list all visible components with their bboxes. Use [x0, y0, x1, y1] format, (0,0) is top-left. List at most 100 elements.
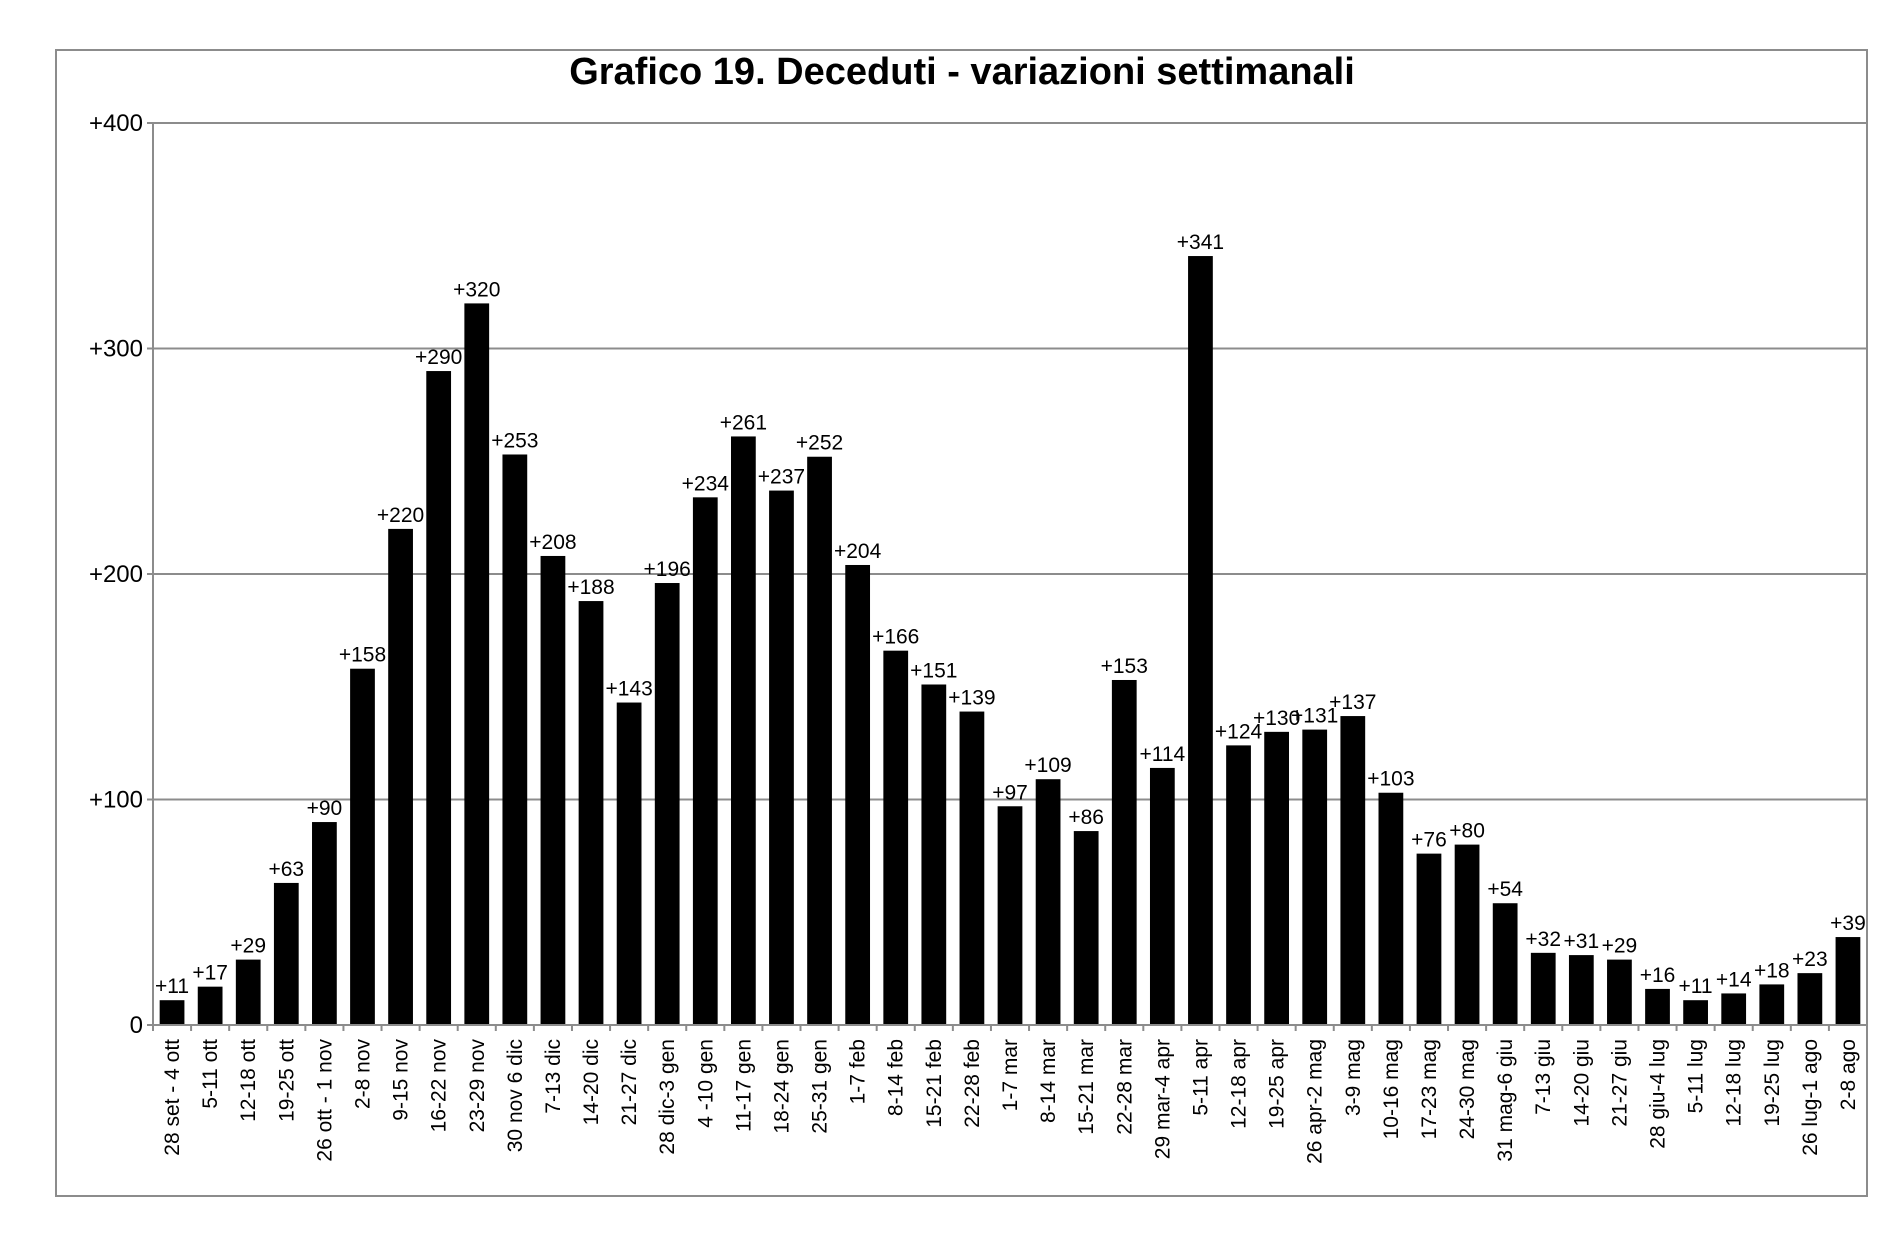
x-tick-label: 28 giu-4 lug: [1647, 1039, 1670, 1149]
bar: [464, 303, 490, 1025]
x-tick-label: 1-7 mar: [999, 1039, 1022, 1111]
data-label: +252: [796, 432, 843, 455]
bar: [1302, 729, 1328, 1025]
data-label: +208: [529, 531, 576, 554]
bar: [1530, 952, 1556, 1025]
bar: [235, 959, 261, 1025]
data-label: +137: [1329, 691, 1376, 714]
bar: [197, 986, 223, 1025]
data-label: +97: [992, 781, 1028, 804]
bar: [1683, 1000, 1708, 1025]
bar: [1264, 731, 1290, 1025]
data-label: +90: [307, 797, 343, 820]
x-tick-label: 28 dic-3 gen: [656, 1039, 679, 1155]
bar: [1378, 792, 1404, 1025]
bar: [1607, 959, 1632, 1025]
data-label: +158: [339, 644, 386, 667]
x-tick-label: 12-18 apr: [1228, 1039, 1251, 1129]
x-tick-label: 29 mar-4 apr: [1151, 1039, 1174, 1159]
data-label: +237: [758, 466, 805, 489]
bar: [692, 497, 718, 1026]
data-label: +196: [644, 558, 691, 581]
x-tick-label: 17-23 mag: [1418, 1039, 1441, 1139]
data-label: +124: [1215, 720, 1263, 743]
x-tick-label: 1-7 feb: [847, 1039, 870, 1104]
data-label: +220: [377, 504, 424, 527]
x-tick-label: 10-16 mag: [1380, 1039, 1403, 1139]
data-label: +11: [1679, 975, 1713, 998]
bar: [1797, 973, 1823, 1025]
x-tick-label: 21-27 giu: [1608, 1039, 1631, 1127]
x-tick-label: 19-25 apr: [1266, 1039, 1289, 1129]
x-tick-label: 23-29 nov: [466, 1039, 489, 1133]
bar: [616, 702, 642, 1025]
x-tick-label: 16-22 nov: [428, 1039, 451, 1133]
x-tick-label: 15-21 mar: [1075, 1039, 1098, 1135]
bar: [312, 822, 337, 1025]
data-label: +261: [720, 411, 767, 434]
data-label: +18: [1754, 959, 1790, 982]
x-tick-label: 26 ott - 1 nov: [313, 1039, 336, 1162]
data-label: +320: [453, 278, 500, 301]
x-tick-label: 3-9 mag: [1342, 1039, 1365, 1116]
data-label: +151: [910, 659, 957, 682]
bar: [1073, 831, 1099, 1025]
data-label: +166: [872, 626, 919, 649]
data-label: +139: [948, 687, 995, 710]
x-tick-label: 7-13 dic: [542, 1039, 565, 1114]
x-tick-label: 28 set - 4 ott: [161, 1039, 184, 1156]
data-label: +29: [1602, 935, 1638, 958]
x-tick-label: 5-11 lug: [1685, 1039, 1708, 1113]
bar: [1149, 767, 1175, 1025]
data-label: +31: [1564, 930, 1600, 953]
data-label: +32: [1525, 928, 1561, 951]
data-label: +341: [1177, 231, 1224, 254]
bar: [730, 436, 756, 1025]
bar: [1111, 679, 1137, 1025]
x-tick-label: 26 apr-2 mag: [1304, 1039, 1327, 1164]
axes: [152, 123, 1867, 1026]
x-tick-label: 18-24 gen: [770, 1039, 793, 1134]
data-labels: +11+17+29+63+90+158+220+290+320+253+208+…: [155, 231, 1866, 998]
bar: [959, 711, 985, 1025]
bar: [769, 490, 794, 1025]
x-tick-label: 22-28 feb: [961, 1039, 984, 1128]
bar: [1835, 937, 1861, 1025]
bar: [997, 806, 1023, 1025]
x-tick-label: 14-20 giu: [1570, 1039, 1593, 1127]
bars: [159, 256, 1861, 1026]
bar: [807, 456, 832, 1025]
x-tick-label: 8-14 mar: [1037, 1039, 1060, 1123]
bar: [159, 1000, 185, 1025]
data-label: +114: [1139, 743, 1185, 766]
x-tick-label: 12-18 ott: [237, 1039, 260, 1122]
bar: [578, 601, 604, 1025]
bar: [388, 528, 413, 1025]
bar: [1721, 993, 1747, 1025]
bar: [1188, 256, 1213, 1025]
data-label: +11: [155, 975, 189, 998]
x-tick-label: 26 lug-1 ago: [1799, 1039, 1822, 1156]
bar: [1035, 779, 1061, 1025]
x-tick-label: 2-8 nov: [351, 1039, 374, 1110]
x-tick-label: 25-31 gen: [809, 1039, 832, 1134]
x-tick-label: 11-17 gen: [732, 1039, 755, 1132]
bar: [1645, 988, 1670, 1025]
bar: [273, 882, 299, 1025]
data-label: +143: [605, 678, 652, 701]
x-tick-label: 19-25 ott: [275, 1039, 298, 1122]
data-label: +54: [1487, 878, 1523, 901]
x-tick-label: 31 mag-6 giu: [1494, 1039, 1517, 1162]
bar: [502, 454, 528, 1025]
x-tick-label: 8-14 feb: [885, 1039, 908, 1116]
data-label: +17: [192, 962, 228, 985]
data-label: +29: [230, 935, 266, 958]
data-label: +188: [567, 576, 614, 599]
data-label: +16: [1640, 964, 1676, 987]
bar: [1340, 716, 1366, 1025]
data-label: +23: [1792, 948, 1828, 971]
x-tick-label: 24-30 mag: [1456, 1039, 1479, 1139]
y-axis-tick-labels: 0 +100 +200 +300 +400: [89, 110, 143, 1039]
